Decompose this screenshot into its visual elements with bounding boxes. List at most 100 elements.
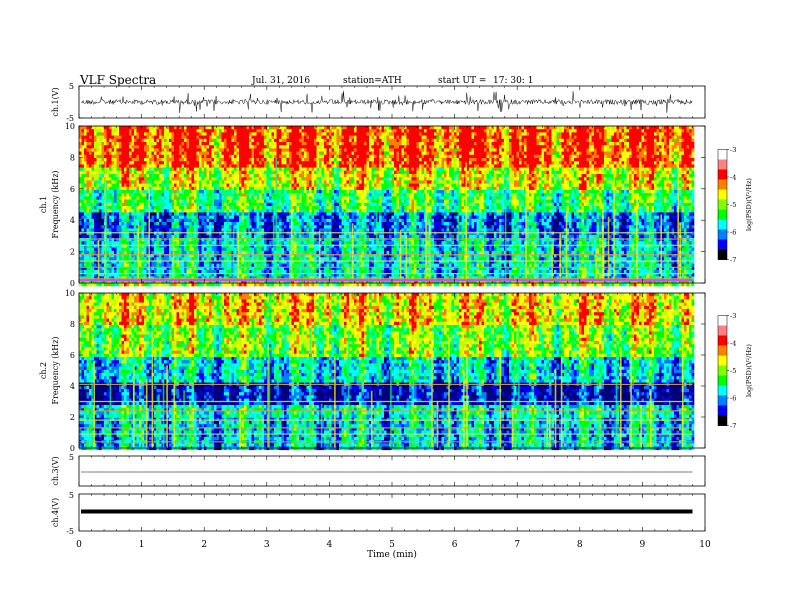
ch1-spec-cell <box>114 158 117 162</box>
ch1-spec-cell <box>319 132 322 136</box>
ch1-spec-cell <box>179 168 182 172</box>
ch1-spec-cell <box>509 187 512 191</box>
ch1-spec-cell <box>534 180 537 184</box>
ch1-spec-cell <box>252 126 255 130</box>
ch1-spec-cell <box>629 129 632 133</box>
ch1-spec-cell <box>184 187 187 191</box>
ch1-spec-cell <box>344 139 347 143</box>
ch1-spec-cell <box>402 184 405 188</box>
ch1-spec-cell <box>272 148 275 152</box>
ch1-spec-cell <box>172 184 175 188</box>
ch1-spec-cell <box>147 148 150 152</box>
ch1-spec-cell <box>247 177 250 181</box>
ch1-spec-cell <box>309 171 312 175</box>
ch1-spec-cell <box>552 177 555 181</box>
ch1-spec-cell <box>287 145 290 149</box>
ch1-spec-cell <box>654 184 657 188</box>
ch1-spec-cell <box>649 164 652 168</box>
ch1-spec-cell <box>559 152 562 156</box>
ch1-spec-cell <box>114 155 117 159</box>
ch1-spec-cell <box>122 148 125 152</box>
ch1-spec-cell <box>672 139 675 143</box>
ch1-spec-cell <box>592 187 595 191</box>
ch1-spec-cell <box>437 136 440 140</box>
ch1-spec-cell <box>497 129 500 133</box>
ch1-spec-cell <box>222 164 225 168</box>
ch1-spec-cell <box>309 139 312 143</box>
ch1-spec-cell <box>127 158 130 162</box>
ch1-spec-cell <box>199 180 202 184</box>
ch1-spec-cell <box>377 142 380 146</box>
ch1-spec-cell <box>502 177 505 181</box>
ch1-spec-cell <box>237 152 240 156</box>
ch1-spec-cell <box>309 132 312 136</box>
ch1-spec-cell <box>404 132 407 136</box>
ch1-spec-cell <box>252 161 255 165</box>
ch1-spec-cell <box>607 136 610 140</box>
ch1-spec-cell <box>389 187 392 191</box>
ch1-spec-cell <box>592 129 595 133</box>
ch1-spec-cell <box>432 174 435 178</box>
ch1-spec-cell <box>472 132 475 136</box>
ch1-spec-cell <box>92 155 95 159</box>
ch1-spec-cell <box>519 164 522 168</box>
ch1-spec-cell <box>632 142 635 146</box>
ch1-spec-cell <box>97 158 100 162</box>
ch1-spec-cell <box>99 152 102 156</box>
ch1-spec-cell <box>644 174 647 178</box>
ch1-spec-cell <box>527 142 530 146</box>
ch1-spec-cell <box>174 171 177 175</box>
ch1-spec-cell <box>562 174 565 178</box>
ch1-spec-cell <box>492 132 495 136</box>
ch1-spec-cell <box>389 180 392 184</box>
ch1-spec-cell <box>112 152 115 156</box>
ch1-spec-cell <box>227 174 230 178</box>
ch1-spec-cell <box>637 177 640 181</box>
ch1-spec-cell <box>294 129 297 133</box>
ch1-spec-cell <box>584 126 587 130</box>
ch1-spec-cell <box>497 152 500 156</box>
ch1-spec-cell <box>452 136 455 140</box>
ch1-spec-cell <box>489 129 492 133</box>
ch1-spec-cell <box>477 174 480 178</box>
ch1-spec-cell <box>262 136 265 140</box>
ch1-spec-cell <box>367 187 370 191</box>
ch1-spec-cell <box>219 174 222 178</box>
ch1-spec-cell <box>284 161 287 165</box>
ch1-spec-cell <box>472 152 475 156</box>
ch1-spec-cell <box>639 126 642 130</box>
ch1-spec-cell <box>572 155 575 159</box>
ch1-spec-cell <box>642 152 645 156</box>
ch1-spec-cell <box>159 139 162 143</box>
ch1-spec-cell <box>634 139 637 143</box>
ch1-spec-cell <box>592 164 595 168</box>
ch1-spec-cell <box>292 136 295 140</box>
ch1-spec-cell <box>152 158 155 162</box>
ch1-spec-cell <box>319 187 322 191</box>
ch1-spec-cell <box>294 164 297 168</box>
ch1-spec-cell <box>449 161 452 165</box>
ch1-spec-cell <box>502 139 505 143</box>
ch1-spec-cell <box>197 180 200 184</box>
ch1-spec-cell <box>314 129 317 133</box>
ch1-spec-cell <box>602 145 605 149</box>
ch1-spec-cell <box>87 158 90 162</box>
ch1-spec-cell <box>264 187 267 191</box>
ch1-spec-cell <box>664 184 667 188</box>
ch1-spec-cell <box>419 148 422 152</box>
ch1-spec-cell <box>624 132 627 136</box>
ch1-spec-cell <box>567 187 570 191</box>
ch1-spec-cell <box>257 142 260 146</box>
ch1-spec-cell <box>249 152 252 156</box>
ch1-spec-cell <box>532 129 535 133</box>
ch1-spec-cell <box>639 174 642 178</box>
ch1-spec-cell <box>632 184 635 188</box>
ch1-spec-cell <box>474 164 477 168</box>
ch1-spec-cell <box>317 177 320 181</box>
ch1-spec-cell <box>249 132 252 136</box>
ch1-spec-cell <box>614 129 617 133</box>
ch1-spec-cell <box>157 129 160 133</box>
ch1-spec-cell <box>122 129 125 133</box>
ch1-spec-cell <box>349 148 352 152</box>
ch1-spec-cell <box>357 174 360 178</box>
